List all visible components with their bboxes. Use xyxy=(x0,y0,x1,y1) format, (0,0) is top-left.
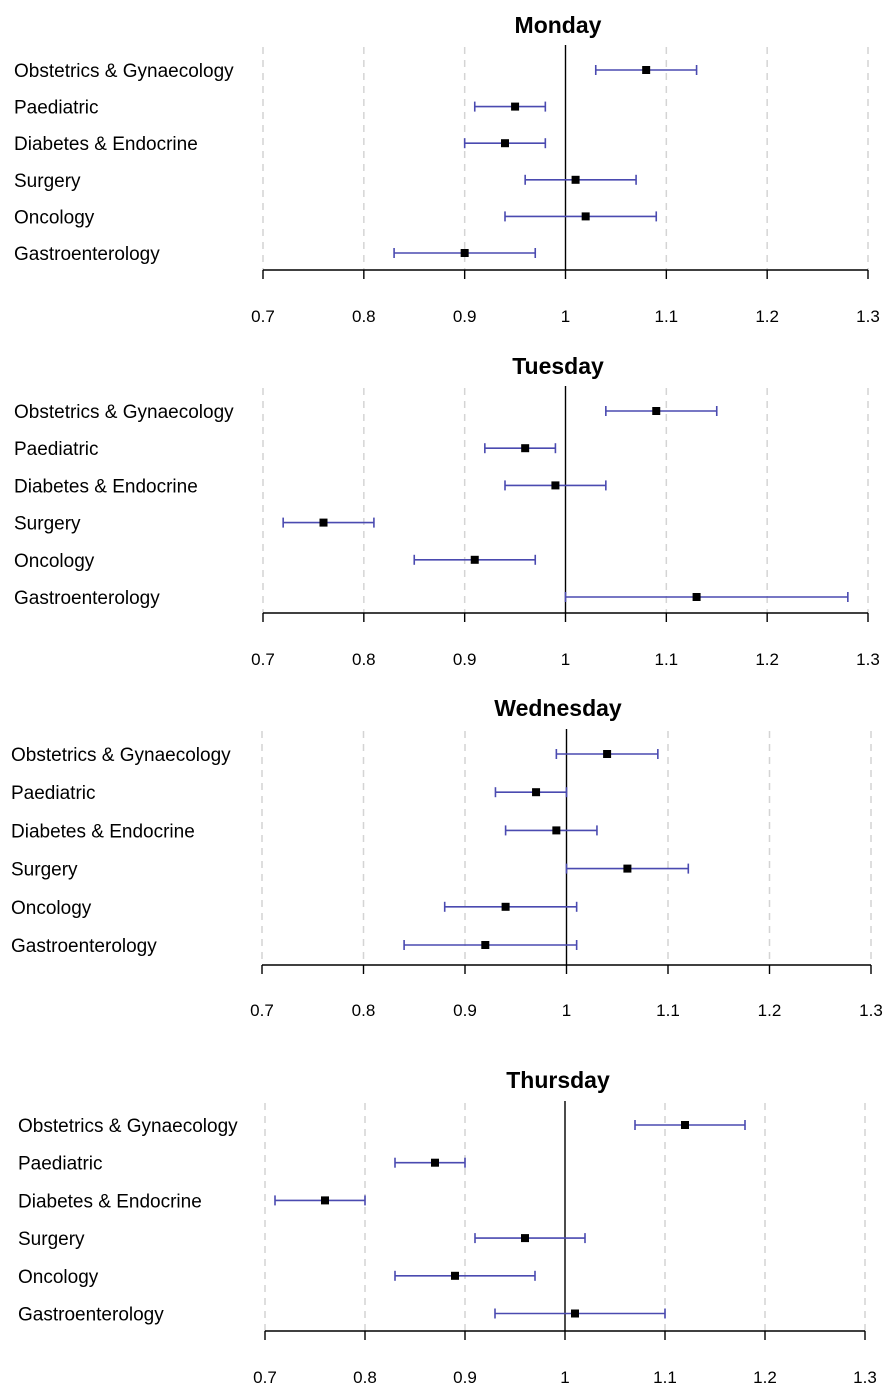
category-label: Paediatric xyxy=(14,98,99,119)
x-tick-label: 1.3 xyxy=(856,650,880,669)
point-estimate xyxy=(501,902,510,911)
point-estimate xyxy=(642,66,651,74)
point-estimate xyxy=(521,444,530,453)
point-estimate xyxy=(603,750,612,758)
x-tick-label: 0.8 xyxy=(352,1001,376,1020)
x-tick-label: 1.2 xyxy=(755,650,779,669)
point-estimate xyxy=(321,1196,329,1205)
x-tick-label: 0.7 xyxy=(253,1368,277,1387)
x-tick-label: 0.7 xyxy=(251,650,275,669)
panel-title: Tuesday xyxy=(512,353,604,379)
panel-tuesday: 0.7 0.8 0.9 1 1.1 1.2 1.3 Tuesday Obstetrics & G… xyxy=(14,353,880,669)
category-label: Paediatric xyxy=(18,1154,103,1175)
category-label: Obstetrics & Gynaecology xyxy=(14,61,234,82)
x-tick-label: 1.1 xyxy=(656,1001,680,1020)
category-label: Obstetrics & Gynaecology xyxy=(14,402,234,423)
point-estimate xyxy=(470,555,479,564)
category-label: Obstetrics & Gynaecology xyxy=(11,745,231,766)
x-tick-label: 1.2 xyxy=(755,307,779,326)
category-label: Oncology xyxy=(14,207,95,228)
x-tick-label: 0.8 xyxy=(352,650,376,669)
x-tick-label: 1 xyxy=(561,307,570,326)
x-tick-label: 1.3 xyxy=(856,307,880,326)
category-label: Oncology xyxy=(18,1267,99,1288)
x-tick-label: 1.1 xyxy=(653,1368,677,1387)
point-estimate xyxy=(623,864,632,873)
point-estimate xyxy=(581,212,590,221)
category-label: Paediatric xyxy=(11,783,96,804)
x-tick-label: 1.3 xyxy=(853,1368,877,1387)
point-estimate xyxy=(511,102,520,111)
category-label: Diabetes & Endocrine xyxy=(11,821,195,842)
x-tick-label: 1.3 xyxy=(859,1001,883,1020)
panel-title: Wednesday xyxy=(494,695,622,721)
point-estimate xyxy=(481,941,490,949)
point-estimate xyxy=(451,1271,459,1280)
point-estimate xyxy=(319,518,328,527)
x-tick-label: 0.7 xyxy=(250,1001,274,1020)
category-label: Diabetes & Endocrine xyxy=(18,1191,202,1212)
x-tick-label: 0.8 xyxy=(353,1368,377,1387)
point-estimate xyxy=(681,1121,689,1129)
category-label: Surgery xyxy=(14,171,81,192)
panel-title: Monday xyxy=(515,12,602,38)
panel-monday: 0.7 0.8 0.9 1 1.1 1.2 1.3 Monday Obstetrics & Gy… xyxy=(14,12,880,326)
point-estimate xyxy=(460,249,469,257)
point-estimate xyxy=(652,407,661,415)
category-label: Gastroenterology xyxy=(11,936,157,957)
point-estimate xyxy=(571,175,580,184)
x-tick-label: 0.9 xyxy=(453,307,477,326)
point-estimate xyxy=(552,826,561,835)
x-tick-label: 1.2 xyxy=(753,1368,777,1387)
category-label: Oncology xyxy=(14,551,95,572)
x-tick-label: 1.2 xyxy=(758,1001,782,1020)
category-label: Obstetrics & Gynaecology xyxy=(18,1116,238,1137)
point-estimate xyxy=(692,593,701,601)
panel-title: Thursday xyxy=(506,1067,610,1093)
x-tick-label: 1 xyxy=(560,1368,569,1387)
x-tick-label: 0.9 xyxy=(453,650,477,669)
category-label: Surgery xyxy=(14,514,81,535)
category-label: Gastroenterology xyxy=(14,244,160,265)
category-label: Oncology xyxy=(11,898,92,919)
category-label: Diabetes & Endocrine xyxy=(14,476,198,497)
x-tick-label: 1.1 xyxy=(655,307,679,326)
panel-wednesday: 0.7 0.8 0.9 1 1.1 1.2 1.3 Wednesday Obstetrics &… xyxy=(11,695,883,1020)
category-label: Diabetes & Endocrine xyxy=(14,134,198,155)
point-estimate xyxy=(521,1234,529,1243)
point-estimate xyxy=(431,1158,439,1167)
x-tick-label: 1.1 xyxy=(655,650,679,669)
point-estimate xyxy=(551,481,560,490)
panel-thursday: 0.7 0.8 0.9 1 1.1 1.2 1.3 Thursday Obstetrics & … xyxy=(18,1067,877,1387)
x-tick-label: 1 xyxy=(561,650,570,669)
x-tick-label: 0.8 xyxy=(352,307,376,326)
x-tick-label: 1 xyxy=(562,1001,571,1020)
point-estimate xyxy=(571,1309,579,1318)
category-label: Paediatric xyxy=(14,439,99,460)
category-label: Gastroenterology xyxy=(14,588,160,609)
x-tick-label: 0.7 xyxy=(251,307,275,326)
category-label: Surgery xyxy=(18,1229,85,1250)
point-estimate xyxy=(501,139,509,148)
x-tick-label: 0.9 xyxy=(453,1368,477,1387)
category-label: Surgery xyxy=(11,860,78,881)
point-estimate xyxy=(532,788,541,797)
category-label: Gastroenterology xyxy=(18,1305,164,1326)
x-tick-label: 0.9 xyxy=(453,1001,477,1020)
